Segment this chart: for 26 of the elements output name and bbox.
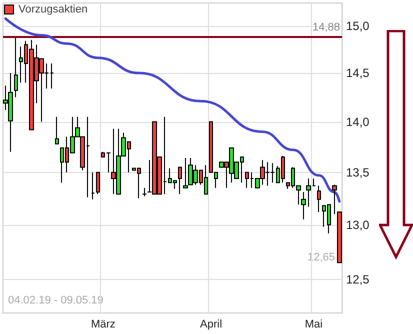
x-tick-label: März (90, 318, 116, 330)
line-series (4, 17, 341, 203)
candlestick (142, 187, 147, 197)
candlestick (91, 172, 95, 200)
candlestick (332, 184, 337, 215)
y-tick-label: 13,0 (346, 218, 370, 232)
y-tick-label: 12,5 (346, 272, 370, 286)
x-tick-label: April (200, 318, 222, 330)
candlestick (178, 166, 182, 195)
candlestick (50, 63, 54, 89)
y-tick-label: 15,0 (346, 18, 370, 33)
annotation: 04.02.19 - 09.05.19 (8, 294, 104, 306)
candlestick (55, 116, 59, 144)
x-tick-label: Mai (304, 318, 323, 330)
ref-line-label: 14,88 (312, 22, 340, 34)
candlestick (317, 185, 321, 212)
legend-label: Vorzugsaktien (18, 4, 88, 16)
y-tick-label: 13,5 (346, 165, 370, 180)
y-tick-label: 14,0 (346, 114, 370, 129)
annotation: 12,65 (307, 252, 336, 264)
candlestick (14, 36, 18, 98)
candlestick (301, 192, 306, 220)
candlestick (337, 212, 342, 264)
y-tick-label: 14,5 (346, 66, 370, 80)
candlestick (96, 172, 100, 195)
candlestick (183, 158, 188, 188)
